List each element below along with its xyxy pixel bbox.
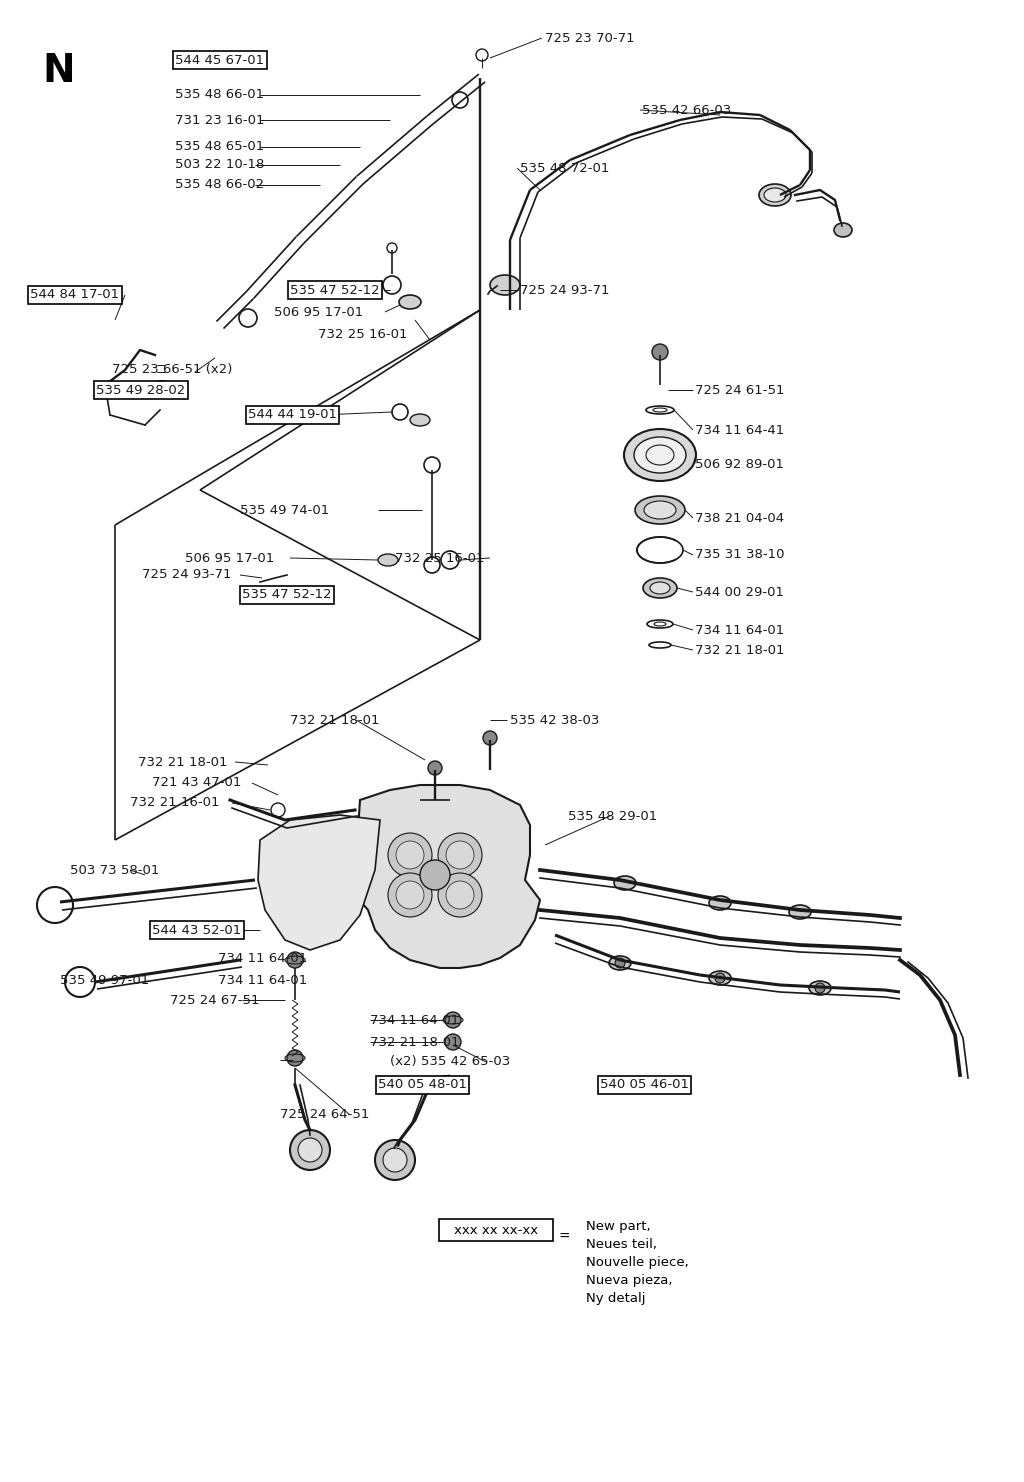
- Text: New part,
Neues teil,
Nouvelle piece,
Nueva pieza,
Ny detalj: New part, Neues teil, Nouvelle piece, Nu…: [586, 1220, 689, 1306]
- Circle shape: [388, 873, 432, 917]
- Text: 544 84 17-01: 544 84 17-01: [30, 289, 119, 301]
- Text: 535 48 65-01: 535 48 65-01: [175, 141, 264, 154]
- Text: 503 73 58-01: 503 73 58-01: [70, 864, 160, 876]
- Text: 535 49 97-01: 535 49 97-01: [60, 974, 150, 987]
- Text: N: N: [42, 52, 75, 90]
- Text: xxx xx xx-xx: xxx xx xx-xx: [454, 1224, 538, 1236]
- Text: 535 47 52-12: 535 47 52-12: [290, 283, 380, 296]
- Text: 535 48 66-02: 535 48 66-02: [175, 178, 264, 191]
- Text: 734 11 64-01: 734 11 64-01: [370, 1014, 459, 1027]
- Circle shape: [815, 983, 825, 993]
- Text: 734 11 64-41: 734 11 64-41: [695, 424, 784, 437]
- Text: 732 25 16-01: 732 25 16-01: [318, 329, 408, 341]
- Polygon shape: [350, 785, 540, 968]
- Circle shape: [438, 833, 482, 877]
- Text: 535 42 38-03: 535 42 38-03: [510, 713, 599, 726]
- Text: 535 47 52-12: 535 47 52-12: [242, 588, 332, 602]
- Text: 540 05 46-01: 540 05 46-01: [600, 1079, 689, 1092]
- Text: =: =: [558, 1230, 569, 1243]
- Text: 734 11 64-01: 734 11 64-01: [218, 951, 307, 965]
- Text: 725 24 93-71: 725 24 93-71: [520, 283, 609, 296]
- Text: 506 95 17-01: 506 95 17-01: [274, 305, 364, 319]
- Text: 725 24 61-51: 725 24 61-51: [695, 384, 784, 397]
- Ellipse shape: [378, 554, 398, 566]
- Circle shape: [396, 880, 424, 908]
- Ellipse shape: [809, 981, 831, 994]
- Ellipse shape: [764, 188, 786, 202]
- Circle shape: [388, 833, 432, 877]
- Ellipse shape: [709, 971, 731, 986]
- Text: 734 11 64-01: 734 11 64-01: [218, 974, 307, 987]
- Text: 535 42 66-03: 535 42 66-03: [642, 104, 731, 117]
- Text: 544 44 19-01: 544 44 19-01: [248, 409, 337, 421]
- Text: 725 23 70-71: 725 23 70-71: [545, 31, 635, 44]
- Circle shape: [420, 860, 450, 891]
- Text: 544 00 29-01: 544 00 29-01: [695, 585, 784, 599]
- Text: 540 05 48-01: 540 05 48-01: [378, 1079, 467, 1092]
- Circle shape: [383, 1149, 407, 1172]
- Ellipse shape: [635, 496, 685, 525]
- Circle shape: [446, 880, 474, 908]
- Ellipse shape: [410, 413, 430, 425]
- Circle shape: [445, 1034, 461, 1051]
- Circle shape: [652, 344, 668, 360]
- Text: 731 23 16-01: 731 23 16-01: [175, 114, 264, 126]
- Ellipse shape: [399, 295, 421, 310]
- Text: 544 43 52-01: 544 43 52-01: [152, 923, 242, 937]
- Text: 735 31 38-10: 735 31 38-10: [695, 548, 784, 562]
- Circle shape: [287, 951, 303, 968]
- Text: 725 23 66-51 (x2): 725 23 66-51 (x2): [112, 363, 232, 376]
- Circle shape: [446, 840, 474, 868]
- Text: 734 11 64-01: 734 11 64-01: [695, 624, 784, 636]
- Text: 503 22 10-18: 503 22 10-18: [175, 159, 264, 172]
- Ellipse shape: [614, 876, 636, 891]
- Text: 721 43 47-01: 721 43 47-01: [152, 777, 242, 790]
- Text: 725 24 67-51: 725 24 67-51: [170, 993, 259, 1006]
- Ellipse shape: [634, 437, 686, 473]
- Text: 732 21 18-01: 732 21 18-01: [370, 1036, 460, 1048]
- Ellipse shape: [709, 897, 731, 910]
- Text: 535 48 72-01: 535 48 72-01: [520, 162, 609, 175]
- Circle shape: [290, 1129, 330, 1169]
- Text: 544 45 67-01: 544 45 67-01: [175, 53, 264, 67]
- Ellipse shape: [834, 222, 852, 237]
- Text: 732 21 18-01: 732 21 18-01: [290, 713, 380, 726]
- Circle shape: [287, 1051, 303, 1066]
- Circle shape: [396, 840, 424, 868]
- Text: 535 48 29-01: 535 48 29-01: [568, 809, 657, 823]
- FancyBboxPatch shape: [439, 1220, 553, 1240]
- Circle shape: [298, 1138, 322, 1162]
- Text: 732 25 16-01: 732 25 16-01: [395, 551, 484, 565]
- Ellipse shape: [650, 582, 670, 594]
- Ellipse shape: [644, 501, 676, 519]
- Circle shape: [428, 760, 442, 775]
- Ellipse shape: [790, 906, 811, 919]
- Ellipse shape: [759, 184, 791, 206]
- Ellipse shape: [609, 956, 631, 971]
- Circle shape: [715, 974, 725, 983]
- Ellipse shape: [643, 578, 677, 599]
- Text: 535 48 66-01: 535 48 66-01: [175, 89, 264, 101]
- Circle shape: [438, 873, 482, 917]
- Ellipse shape: [624, 428, 696, 482]
- Text: 732 21 18-01: 732 21 18-01: [138, 756, 227, 769]
- Text: 535 49 74-01: 535 49 74-01: [240, 504, 330, 517]
- Circle shape: [615, 957, 625, 968]
- Circle shape: [445, 1012, 461, 1029]
- Text: 535 49 28-02: 535 49 28-02: [96, 384, 185, 397]
- Text: 725 24 93-71: 725 24 93-71: [142, 569, 231, 581]
- Polygon shape: [258, 815, 380, 950]
- Text: 732 21 18-01: 732 21 18-01: [695, 643, 784, 657]
- Text: (x2) 535 42 65-03: (x2) 535 42 65-03: [390, 1055, 510, 1069]
- Circle shape: [375, 1140, 415, 1180]
- Text: 506 95 17-01: 506 95 17-01: [185, 551, 274, 565]
- Text: 738 21 04-04: 738 21 04-04: [695, 511, 784, 525]
- Text: 506 92 89-01: 506 92 89-01: [695, 458, 784, 471]
- Circle shape: [483, 731, 497, 745]
- Ellipse shape: [490, 276, 520, 295]
- Text: 732 21 16-01: 732 21 16-01: [130, 796, 219, 809]
- Text: 725 24 64-51: 725 24 64-51: [280, 1109, 370, 1122]
